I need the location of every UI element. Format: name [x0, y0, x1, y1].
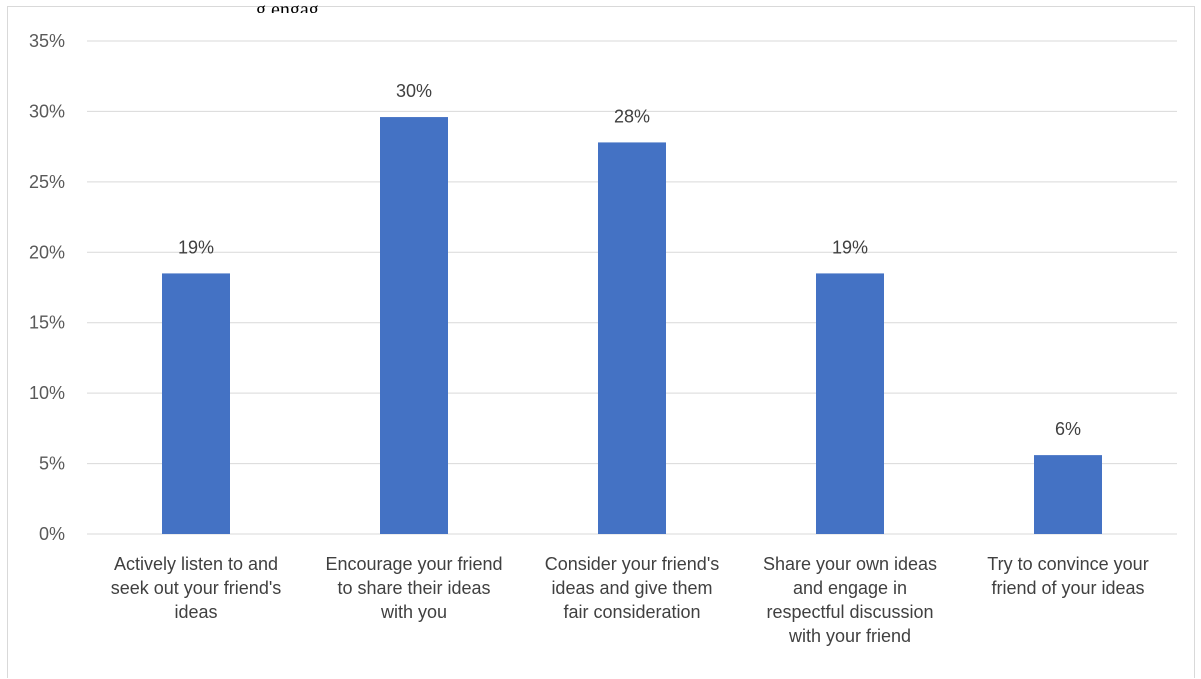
category-label: Try to convince your friend of your ideas — [987, 554, 1148, 598]
y-axis-tick-labels: 0% 5% 10% 15% 20% 25% 30% 35% — [29, 31, 65, 544]
y-tick-label: 5% — [39, 454, 65, 474]
y-tick-label: 10% — [29, 383, 65, 403]
data-label: 19% — [832, 237, 868, 257]
bar — [380, 117, 448, 534]
category-label-line: with your friend — [788, 626, 911, 646]
data-labels: 19% 30% 28% 19% 6% — [178, 81, 1081, 439]
y-tick-label: 20% — [29, 242, 65, 262]
data-label: 30% — [396, 81, 432, 101]
category-label-line: respectful discussion — [766, 602, 933, 622]
bar — [598, 142, 666, 534]
category-label-line: friend of your ideas — [991, 578, 1144, 598]
category-label-line: ideas — [174, 602, 217, 622]
category-label: Actively listen to and seek out your frie… — [111, 554, 282, 622]
category-label: Share your own ideas and engage in respect… — [763, 554, 937, 646]
category-label: Consider your friend's ideas and give the… — [545, 554, 720, 622]
category-label-line: with you — [380, 602, 447, 622]
bars — [162, 117, 1102, 534]
y-tick-label: 35% — [29, 31, 65, 51]
y-tick-label: 15% — [29, 313, 65, 333]
category-label-line: Try to convince your — [987, 554, 1148, 574]
y-tick-label: 30% — [29, 101, 65, 121]
category-label-line: seek out your friend's — [111, 578, 282, 598]
bar — [162, 273, 230, 534]
category-label-line: Actively listen to and — [114, 554, 278, 574]
category-labels: Actively listen to and seek out your frie… — [111, 554, 1149, 646]
category-label-line: and engage in — [793, 578, 907, 598]
category-label-line: fair consideration — [563, 602, 700, 622]
category-label: Encourage your friend to share their idea… — [325, 554, 502, 622]
category-label-line: ideas and give them — [551, 578, 712, 598]
bar — [816, 273, 884, 534]
y-tick-label: 0% — [39, 524, 65, 544]
bar — [1034, 455, 1102, 534]
category-label-line: Share your own ideas — [763, 554, 937, 574]
chart-title-fragment: g engag — [256, 3, 319, 13]
data-label: 28% — [614, 106, 650, 126]
y-tick-label: 25% — [29, 172, 65, 192]
data-label: 6% — [1055, 419, 1081, 439]
category-label-line: Encourage your friend — [325, 554, 502, 574]
category-label-line: to share their ideas — [337, 578, 490, 598]
category-label-line: Consider your friend's — [545, 554, 720, 574]
data-label: 19% — [178, 237, 214, 257]
